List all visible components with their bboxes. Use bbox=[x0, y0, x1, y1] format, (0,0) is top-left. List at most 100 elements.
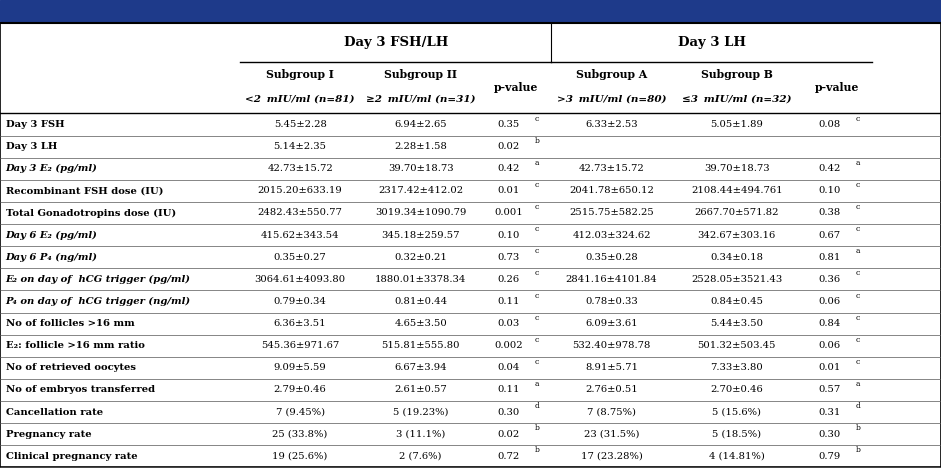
Text: a: a bbox=[534, 159, 539, 167]
Text: 5 (18.5%): 5 (18.5%) bbox=[712, 430, 761, 439]
Text: c: c bbox=[855, 225, 860, 233]
Text: 5 (15.6%): 5 (15.6%) bbox=[712, 407, 761, 416]
Text: 0.35±0.28: 0.35±0.28 bbox=[585, 253, 638, 262]
Text: d: d bbox=[534, 402, 539, 410]
Text: >3  mIU/ml (n=80): >3 mIU/ml (n=80) bbox=[557, 94, 666, 103]
Text: 25 (33.8%): 25 (33.8%) bbox=[273, 430, 327, 439]
Text: 0.36: 0.36 bbox=[819, 275, 840, 284]
Text: 0.57: 0.57 bbox=[819, 385, 840, 395]
Text: 0.72: 0.72 bbox=[498, 452, 519, 461]
Text: 2841.16±4101.84: 2841.16±4101.84 bbox=[566, 275, 658, 284]
Text: 5.14±2.35: 5.14±2.35 bbox=[274, 142, 327, 151]
Text: 0.84±0.45: 0.84±0.45 bbox=[710, 297, 763, 306]
Text: c: c bbox=[855, 358, 860, 366]
Text: 2528.05±3521.43: 2528.05±3521.43 bbox=[692, 275, 782, 284]
Text: 0.73: 0.73 bbox=[498, 253, 519, 262]
Text: 0.34±0.18: 0.34±0.18 bbox=[710, 253, 763, 262]
Text: 412.03±324.62: 412.03±324.62 bbox=[572, 231, 651, 240]
Text: 19 (25.6%): 19 (25.6%) bbox=[273, 452, 327, 461]
Text: 0.02: 0.02 bbox=[498, 430, 519, 439]
Text: 0.81±0.44: 0.81±0.44 bbox=[394, 297, 447, 306]
Text: 1880.01±3378.34: 1880.01±3378.34 bbox=[375, 275, 467, 284]
Text: 39.70±18.73: 39.70±18.73 bbox=[388, 164, 454, 173]
Text: 342.67±303.16: 342.67±303.16 bbox=[697, 231, 776, 240]
Text: 2041.78±650.12: 2041.78±650.12 bbox=[569, 187, 654, 195]
Text: 0.35: 0.35 bbox=[498, 120, 519, 129]
Text: 6.09±3.61: 6.09±3.61 bbox=[585, 319, 638, 328]
Text: Day 3 E₂ (pg/ml): Day 3 E₂ (pg/ml) bbox=[6, 164, 98, 173]
Text: Subgroup A: Subgroup A bbox=[576, 69, 647, 81]
Text: 2515.75±582.25: 2515.75±582.25 bbox=[569, 209, 654, 218]
Text: 532.40±978.78: 532.40±978.78 bbox=[572, 341, 651, 350]
Text: b: b bbox=[534, 137, 539, 145]
Text: c: c bbox=[855, 314, 860, 322]
Text: 3064.61±4093.80: 3064.61±4093.80 bbox=[255, 275, 345, 284]
Text: c: c bbox=[534, 292, 539, 300]
Text: 0.79: 0.79 bbox=[819, 452, 840, 461]
Text: Day 6 E₂ (pg/ml): Day 6 E₂ (pg/ml) bbox=[6, 230, 98, 240]
Text: 2317.42±412.02: 2317.42±412.02 bbox=[378, 187, 463, 195]
Text: 345.18±259.57: 345.18±259.57 bbox=[381, 231, 460, 240]
Text: 5.45±2.28: 5.45±2.28 bbox=[274, 120, 327, 129]
Text: P₄ on day of  hCG trigger (ng/ml): P₄ on day of hCG trigger (ng/ml) bbox=[6, 297, 191, 306]
Text: Day 3 LH: Day 3 LH bbox=[6, 142, 57, 151]
Text: Clinical pregnancy rate: Clinical pregnancy rate bbox=[6, 452, 137, 461]
Text: 0.03: 0.03 bbox=[498, 319, 519, 328]
Text: 5.44±3.50: 5.44±3.50 bbox=[710, 319, 763, 328]
Text: 4.65±3.50: 4.65±3.50 bbox=[394, 319, 447, 328]
Text: <2  mIU/ml (n=81): <2 mIU/ml (n=81) bbox=[246, 94, 355, 103]
Text: 501.32±503.45: 501.32±503.45 bbox=[697, 341, 776, 350]
Text: 5 (19.23%): 5 (19.23%) bbox=[393, 407, 448, 416]
Text: c: c bbox=[855, 269, 860, 277]
Text: No of embryos transferred: No of embryos transferred bbox=[6, 385, 154, 395]
Text: c: c bbox=[855, 292, 860, 300]
Text: p-value: p-value bbox=[494, 82, 538, 93]
Text: E₂ on day of  hCG trigger (pg/ml): E₂ on day of hCG trigger (pg/ml) bbox=[6, 275, 191, 284]
Text: 2.76±0.51: 2.76±0.51 bbox=[585, 385, 638, 395]
Text: Subgroup I: Subgroup I bbox=[266, 69, 334, 81]
Text: 0.30: 0.30 bbox=[498, 407, 519, 416]
Text: c: c bbox=[534, 181, 539, 189]
Text: 2.70±0.46: 2.70±0.46 bbox=[710, 385, 763, 395]
Text: c: c bbox=[534, 225, 539, 233]
Text: 17 (23.28%): 17 (23.28%) bbox=[581, 452, 643, 461]
Text: 0.79±0.34: 0.79±0.34 bbox=[274, 297, 327, 306]
Text: 545.36±971.67: 545.36±971.67 bbox=[261, 341, 340, 350]
Text: 0.26: 0.26 bbox=[498, 275, 519, 284]
Text: 0.06: 0.06 bbox=[819, 297, 840, 306]
Text: 0.78±0.33: 0.78±0.33 bbox=[585, 297, 638, 306]
Text: 2667.70±571.82: 2667.70±571.82 bbox=[694, 209, 779, 218]
Text: c: c bbox=[534, 269, 539, 277]
Text: 0.42: 0.42 bbox=[498, 164, 519, 173]
Text: 0.67: 0.67 bbox=[819, 231, 840, 240]
Text: c: c bbox=[534, 247, 539, 255]
Text: 6.33±2.53: 6.33±2.53 bbox=[585, 120, 638, 129]
Text: c: c bbox=[534, 358, 539, 366]
Text: b: b bbox=[534, 424, 539, 432]
Text: 0.30: 0.30 bbox=[819, 430, 840, 439]
Text: 0.31: 0.31 bbox=[819, 407, 840, 416]
Text: Day 3 FSH/LH: Day 3 FSH/LH bbox=[343, 36, 448, 49]
Text: 9.09±5.59: 9.09±5.59 bbox=[274, 363, 327, 373]
Text: Recombinant FSH dose (IU): Recombinant FSH dose (IU) bbox=[6, 187, 163, 195]
Text: c: c bbox=[534, 203, 539, 211]
Text: 0.81: 0.81 bbox=[819, 253, 840, 262]
Text: 42.73±15.72: 42.73±15.72 bbox=[267, 164, 333, 173]
Text: c: c bbox=[534, 114, 539, 122]
Text: c: c bbox=[855, 203, 860, 211]
Text: Day 3 FSH: Day 3 FSH bbox=[6, 120, 64, 129]
Text: Total Gonadotropins dose (IU): Total Gonadotropins dose (IU) bbox=[6, 208, 176, 218]
Text: 8.91±5.71: 8.91±5.71 bbox=[585, 363, 638, 373]
Text: 2482.43±550.77: 2482.43±550.77 bbox=[258, 209, 343, 218]
Text: Day 3 LH: Day 3 LH bbox=[678, 36, 746, 49]
Text: 415.62±343.54: 415.62±343.54 bbox=[261, 231, 340, 240]
Text: 7 (9.45%): 7 (9.45%) bbox=[276, 407, 325, 416]
Text: c: c bbox=[534, 336, 539, 344]
Text: 0.01: 0.01 bbox=[819, 363, 840, 373]
Text: a: a bbox=[855, 380, 860, 388]
Text: 0.08: 0.08 bbox=[819, 120, 840, 129]
Text: ≤3  mIU/ml (n=32): ≤3 mIU/ml (n=32) bbox=[682, 94, 791, 103]
Text: 7.33±3.80: 7.33±3.80 bbox=[710, 363, 763, 373]
Text: 39.70±18.73: 39.70±18.73 bbox=[704, 164, 770, 173]
Text: 2.79±0.46: 2.79±0.46 bbox=[274, 385, 327, 395]
